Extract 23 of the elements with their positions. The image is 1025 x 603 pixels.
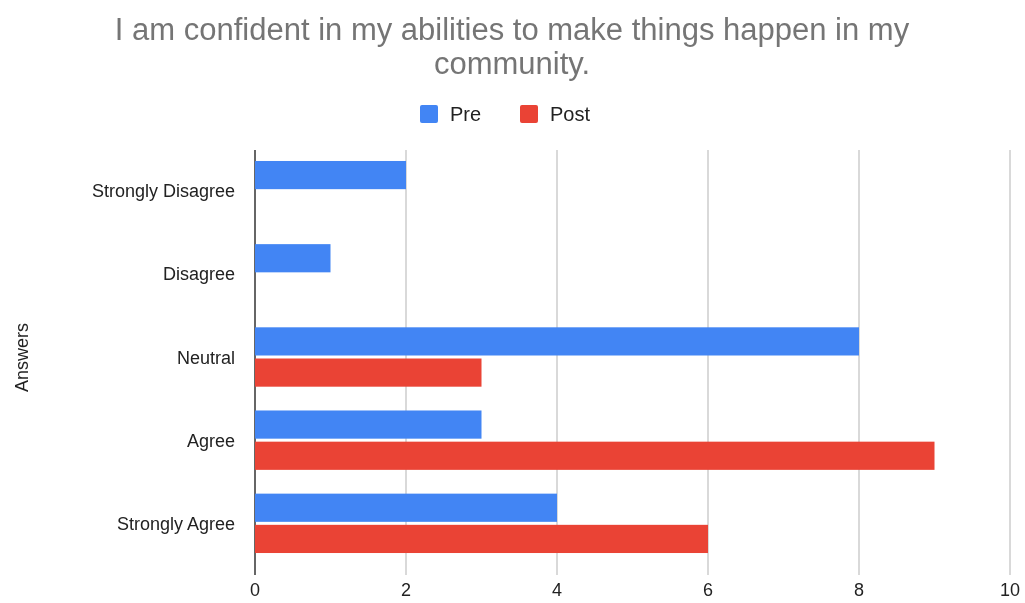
y-tick-label: Agree: [186, 430, 235, 451]
y-axis-title: Answers: [12, 322, 32, 393]
x-tick-label: 8: [853, 580, 865, 600]
x-tick-label: 2: [400, 580, 412, 600]
y-tick-label: Strongly Agree: [116, 513, 235, 534]
x-tick-label: 4: [551, 580, 563, 600]
chart-title: I am confident in my abilities to make things happen in my community.: [114, 12, 910, 81]
bar: [255, 358, 482, 387]
x-tick-label: 6: [702, 580, 714, 600]
bar: [255, 524, 708, 554]
bar: [255, 160, 406, 190]
x-tick-label: 10: [999, 580, 1021, 600]
legend-label: Pre: [450, 103, 482, 125]
y-tick-label: Disagree: [162, 264, 235, 285]
bar: [255, 244, 331, 273]
bar: [255, 327, 859, 356]
legend-label: Post: [550, 103, 591, 125]
bar: [255, 410, 482, 439]
y-tick-label: Neutral: [176, 347, 235, 368]
bar: [255, 493, 557, 522]
y-tick-label: Strongly Disagree: [91, 181, 235, 202]
x-tick-label: 0: [249, 580, 261, 600]
bar: [255, 441, 935, 470]
